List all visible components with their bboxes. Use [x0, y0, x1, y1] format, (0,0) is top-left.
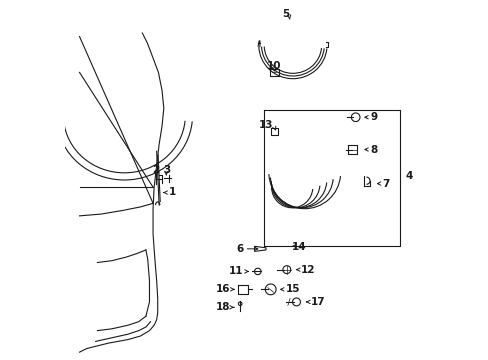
Text: 7: 7: [382, 179, 389, 189]
Text: 15: 15: [285, 284, 300, 294]
Text: 6: 6: [236, 244, 243, 254]
Text: 16: 16: [215, 284, 230, 294]
Text: 8: 8: [369, 144, 377, 154]
Text: 11: 11: [228, 266, 243, 276]
Text: 5: 5: [282, 9, 289, 19]
Text: 12: 12: [301, 265, 315, 275]
Text: 1: 1: [168, 187, 175, 197]
Text: 9: 9: [369, 112, 377, 122]
Text: 10: 10: [266, 61, 281, 71]
Text: 18: 18: [215, 302, 230, 312]
Text: 4: 4: [405, 171, 412, 181]
Text: 13: 13: [258, 120, 273, 130]
Text: 3: 3: [163, 165, 171, 175]
Text: 14: 14: [291, 242, 306, 252]
Text: 17: 17: [310, 297, 325, 307]
Text: 2: 2: [152, 165, 159, 175]
